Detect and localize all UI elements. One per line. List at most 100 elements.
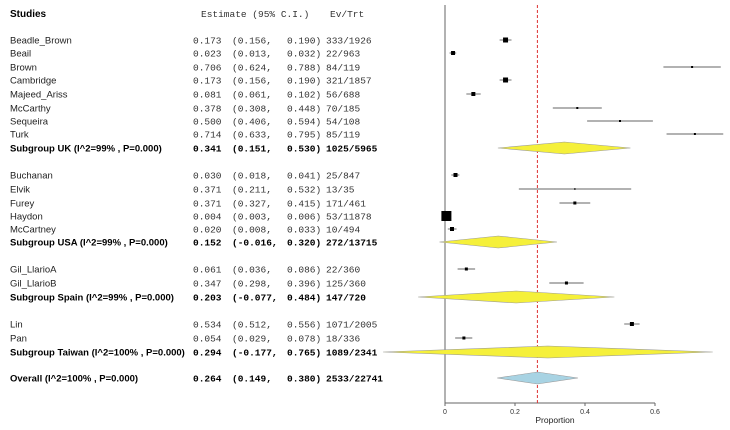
study-row: Elvik 0.371 (0.211, 0.532) 13/35 — [10, 185, 355, 196]
ci-lower-value: (0.151, — [232, 144, 272, 155]
study-row: McCarthy 0.378 (0.308, 0.448) 70/185 — [10, 104, 361, 115]
study-row: Brown 0.706 (0.624, 0.788) 84/119 — [10, 63, 361, 74]
estimate-value: 0.023 — [193, 49, 222, 60]
ci-lower-value: (0.406, — [232, 117, 272, 128]
estimate-value: 0.341 — [193, 144, 222, 155]
point-estimate-square — [451, 51, 456, 55]
study-marker — [457, 267, 476, 271]
study-marker — [666, 133, 724, 135]
ci-upper-value: 0.033) — [287, 225, 321, 236]
study-marker — [499, 77, 512, 83]
estimate-value: 0.500 — [193, 117, 222, 128]
estimate-value: 0.378 — [193, 104, 222, 115]
point-estimate-square — [576, 107, 579, 109]
events-total-value: 13/35 — [326, 185, 355, 196]
ci-lower-value: (0.156, — [232, 76, 272, 87]
subgroup-row: Subgroup USA (I^2=99% , P=0.000) 0.152 (-0… — [10, 238, 378, 249]
study-row: Gil_LlarioB 0.347 (0.298, 0.396) 125/360 — [10, 279, 366, 290]
row-label: Subgroup UK (I^2=99% , P=0.000) — [10, 144, 162, 155]
estimate-value: 0.054 — [193, 334, 222, 345]
ci-upper-value: 0.415) — [287, 199, 321, 210]
study-marker — [455, 336, 473, 340]
estimate-value: 0.081 — [193, 90, 222, 101]
events-total-value: 18/336 — [326, 334, 361, 345]
events-total-value: 10/494 — [326, 225, 361, 236]
estimate-value: 0.173 — [193, 76, 222, 87]
study-marker — [663, 66, 721, 68]
point-estimate-square — [441, 211, 452, 221]
events-total-value: 22/963 — [326, 49, 361, 60]
point-estimate-square — [574, 188, 576, 190]
study-row: Cambridge 0.173 (0.156, 0.190) 321/1857 — [10, 76, 372, 87]
estimate-value: 0.020 — [193, 225, 222, 236]
study-row: Majeed_Ariss 0.081 (0.061, 0.102) 56/688 — [10, 90, 361, 101]
ci-upper-value: 0.530) — [287, 144, 321, 155]
subgroup-row: Subgroup Taiwan (I^2=100% , P=0.000) 0.29… — [10, 348, 378, 359]
study-marker — [587, 120, 653, 122]
subgroup-row: Subgroup Spain (I^2=99% , P=0.000) 0.203 (… — [10, 293, 366, 304]
row-label: Beail — [10, 49, 31, 60]
events-total-value: 272/13715 — [326, 238, 378, 249]
estimate-value: 0.173 — [193, 36, 222, 47]
study-marker — [499, 37, 512, 43]
subgroup-diamond — [418, 290, 615, 304]
point-estimate-square — [564, 281, 568, 285]
estimate-value: 0.004 — [193, 212, 222, 223]
ci-lower-value: (0.156, — [232, 36, 272, 47]
study-row: Furey 0.371 (0.327, 0.415) 171/461 — [10, 199, 366, 210]
events-total-value: 1089/2341 — [326, 348, 378, 359]
row-label: Elvik — [10, 185, 30, 196]
x-tick-label: 0 — [443, 409, 447, 416]
study-row: Lin 0.534 (0.512, 0.556) 1071/2005 — [10, 320, 378, 331]
study-row: Gil_LlarioA 0.061 (0.036, 0.086) 22/360 — [10, 265, 361, 276]
study-row: Buchanan 0.030 (0.018, 0.041) 25/847 — [10, 171, 360, 182]
study-marker — [441, 211, 452, 221]
table-rows: Beadle_Brown 0.173 (0.156, 0.190) 333/1926Be… — [10, 36, 383, 385]
ci-lower-value: (0.512, — [232, 320, 272, 331]
header-studies: Studies — [10, 9, 47, 20]
subgroup-row: Subgroup UK (I^2=99% , P=0.000) 0.341 (0.1… — [10, 144, 378, 155]
row-label: Beadle_Brown — [10, 36, 72, 47]
header-row: Studies Estimate (95% C.I.) Ev/Trt — [10, 9, 364, 20]
estimate-value: 0.030 — [193, 171, 222, 182]
point-estimate-square — [573, 201, 577, 205]
estimate-value: 0.152 — [193, 238, 222, 249]
ci-upper-value: 0.788) — [287, 63, 321, 74]
point-estimate-square — [503, 37, 509, 43]
point-estimate-square — [471, 92, 476, 96]
ci-upper-value: 0.041) — [287, 171, 321, 182]
ci-lower-value: (0.018, — [232, 171, 272, 182]
header-ev-trt: Ev/Trt — [330, 9, 364, 20]
point-estimate-square — [619, 120, 621, 122]
row-label: Overall (I^2=100% , P=0.000) — [10, 374, 138, 385]
row-label: Cambridge — [10, 76, 56, 87]
row-label: Buchanan — [10, 171, 53, 182]
row-label: Furey — [10, 199, 35, 210]
ci-upper-value: 0.102) — [287, 90, 321, 101]
ci-lower-value: (0.211, — [232, 185, 272, 196]
estimate-value: 0.061 — [193, 265, 222, 276]
events-total-value: 25/847 — [326, 171, 360, 182]
ci-upper-value: 0.086) — [287, 265, 321, 276]
study-marker — [451, 173, 460, 177]
estimate-value: 0.706 — [193, 63, 222, 74]
plot-marks — [383, 37, 724, 385]
events-total-value: 171/461 — [326, 199, 366, 210]
estimate-value: 0.203 — [193, 293, 222, 304]
ci-upper-value: 0.594) — [287, 117, 321, 128]
ci-upper-value: 0.795) — [287, 130, 321, 141]
row-label: Majeed_Ariss — [10, 90, 68, 101]
ci-lower-value: (0.061, — [232, 90, 272, 101]
ci-upper-value: 0.765) — [287, 348, 321, 359]
events-total-value: 70/185 — [326, 104, 361, 115]
ci-upper-value: 0.484) — [287, 293, 321, 304]
row-label: Haydon — [10, 212, 43, 223]
ci-upper-value: 0.190) — [287, 36, 321, 47]
events-total-value: 1025/5965 — [326, 144, 378, 155]
ci-lower-value: (0.003, — [232, 212, 272, 223]
study-marker — [466, 92, 481, 96]
events-total-value: 85/119 — [326, 130, 361, 141]
events-total-value: 53/11878 — [326, 212, 372, 223]
point-estimate-square — [450, 227, 454, 231]
study-marker — [549, 281, 584, 285]
